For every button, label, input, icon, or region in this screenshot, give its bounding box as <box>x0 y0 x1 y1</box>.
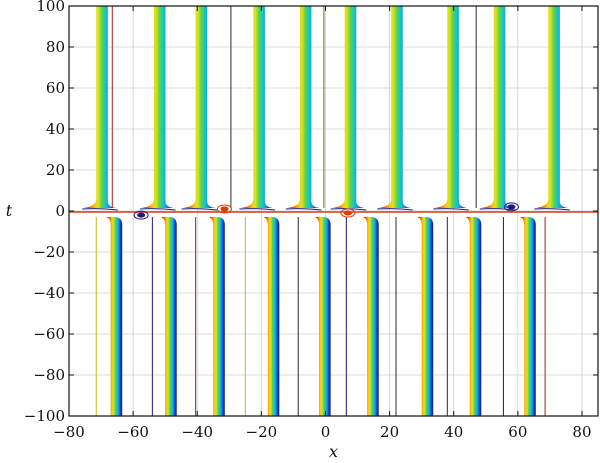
soliton-stripe-upper <box>141 6 174 208</box>
stripe-foot-contour <box>479 208 516 211</box>
stripe-foot-contour <box>285 208 322 211</box>
stripe-foot-contour <box>181 208 218 211</box>
soliton-stripe-lower <box>263 217 280 416</box>
soliton-stripe-upper <box>183 6 216 208</box>
peak-core <box>220 206 229 212</box>
x-tick-label: 60 <box>508 423 527 441</box>
soliton-stripe-upper <box>332 6 365 208</box>
peak-contour <box>503 202 519 212</box>
x-tick-label: −20 <box>246 423 278 441</box>
soliton-stripe-lower <box>520 217 536 416</box>
soliton-stripe-lower <box>363 217 379 416</box>
peak-core <box>507 204 516 210</box>
y-tick-label: −100 <box>24 407 65 425</box>
y-tick-label: −40 <box>33 284 65 302</box>
y-tick-label: 100 <box>36 0 65 15</box>
contour-lines <box>95 6 546 416</box>
x-axis-label: x <box>329 442 338 461</box>
soliton-stripe-lower <box>315 217 331 416</box>
y-tick-label: 20 <box>46 161 65 179</box>
x-tick-label: 0 <box>321 423 331 441</box>
peak-contour <box>216 204 232 214</box>
x-axis-ticks: −80 −60 −40 −20 0 20 40 60 80 <box>53 6 592 441</box>
soliton-stripe-lower <box>161 217 177 416</box>
y-axis-label: t <box>6 201 13 220</box>
y-axis-ticks: −100 −80 −60 −40 −20 0 20 40 60 80 100 <box>24 0 598 425</box>
peak-core <box>137 212 146 218</box>
soliton-stripes <box>69 6 598 416</box>
peak-contour <box>340 208 356 218</box>
stripe-foot-contour <box>139 208 176 211</box>
soliton-stripe-upper <box>435 6 467 208</box>
stripe-foot-contour <box>239 208 275 211</box>
stripe-foot-contour <box>377 208 413 211</box>
soliton-stripe-lower <box>465 217 482 416</box>
y-tick-label: −20 <box>33 243 65 261</box>
soliton-stripe-lower <box>106 217 123 416</box>
x-tick-label: −80 <box>53 423 85 441</box>
stripe-foot-contour <box>82 208 118 211</box>
peak-core <box>343 210 352 216</box>
y-tick-label: 0 <box>55 202 65 220</box>
soliton-stripe-upper <box>241 6 273 208</box>
collision-peaks <box>133 202 519 220</box>
y-tick-label: 80 <box>46 38 65 56</box>
x-tick-label: 20 <box>380 423 399 441</box>
stripe-foot-contour <box>433 208 469 211</box>
y-tick-label: −60 <box>33 325 65 343</box>
soliton-stripe-lower <box>417 217 434 416</box>
y-tick-label: 40 <box>46 120 65 138</box>
x-tick-label: −60 <box>117 423 149 441</box>
soliton-stripe-upper <box>379 6 411 208</box>
soliton-stripe-upper <box>481 6 514 208</box>
x-tick-label: 80 <box>572 423 591 441</box>
soliton-stripe-upper <box>287 6 320 208</box>
x-tick-label: 40 <box>444 423 463 441</box>
soliton-stripe-upper <box>84 6 116 208</box>
y-tick-label: −80 <box>33 366 65 384</box>
x-tick-label: −40 <box>181 423 213 441</box>
y-tick-label: 60 <box>46 79 65 97</box>
stripe-foot-contour <box>534 208 570 211</box>
soliton-stripe-upper <box>536 6 568 208</box>
peak-contour <box>133 210 149 220</box>
grid-lines <box>68 5 598 417</box>
soliton-stripe-lower <box>209 217 225 416</box>
